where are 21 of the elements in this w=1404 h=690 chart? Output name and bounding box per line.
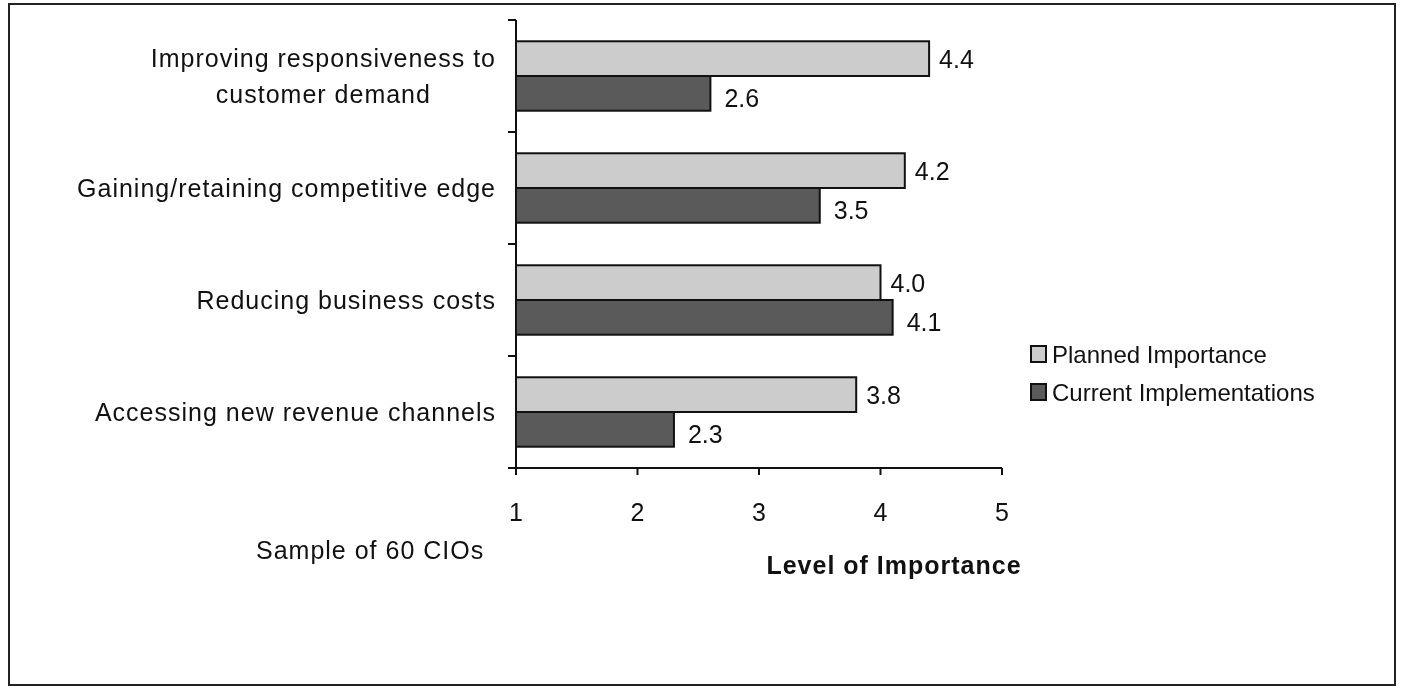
data-label: 4.0 — [890, 268, 926, 297]
x-tick-label: 1 — [509, 498, 523, 526]
data-label: 4.4 — [939, 44, 974, 73]
data-label: 4.1 — [906, 308, 942, 337]
x-axis-title: Level of Importance — [766, 551, 1022, 579]
y-tick-label: Improving responsiveness to customer demand — [150, 44, 496, 108]
text: Sample of 60 CIOs — [256, 536, 485, 564]
data-label: 3.8 — [866, 380, 901, 409]
x-tick-label: 2 — [630, 498, 645, 526]
x-tick-label: 3 — [752, 498, 766, 526]
legend-label: Planned Importance — [1052, 340, 1267, 368]
x-tick-label: 4 — [873, 498, 888, 526]
data-label: 2.3 — [687, 420, 723, 449]
data-label: 4.2 — [914, 156, 950, 185]
y-tick-label: Reducing business costs — [196, 286, 496, 314]
x-tick-label: 5 — [995, 498, 1009, 526]
data-label: 3.5 — [833, 196, 869, 225]
y-tick-label: Accessing new revenue channels — [94, 398, 496, 426]
y-tick-label: Gaining/retaining competitive edge — [77, 174, 496, 202]
legend-label: Current Implementations — [1052, 378, 1315, 406]
data-label: 2.6 — [724, 84, 760, 113]
